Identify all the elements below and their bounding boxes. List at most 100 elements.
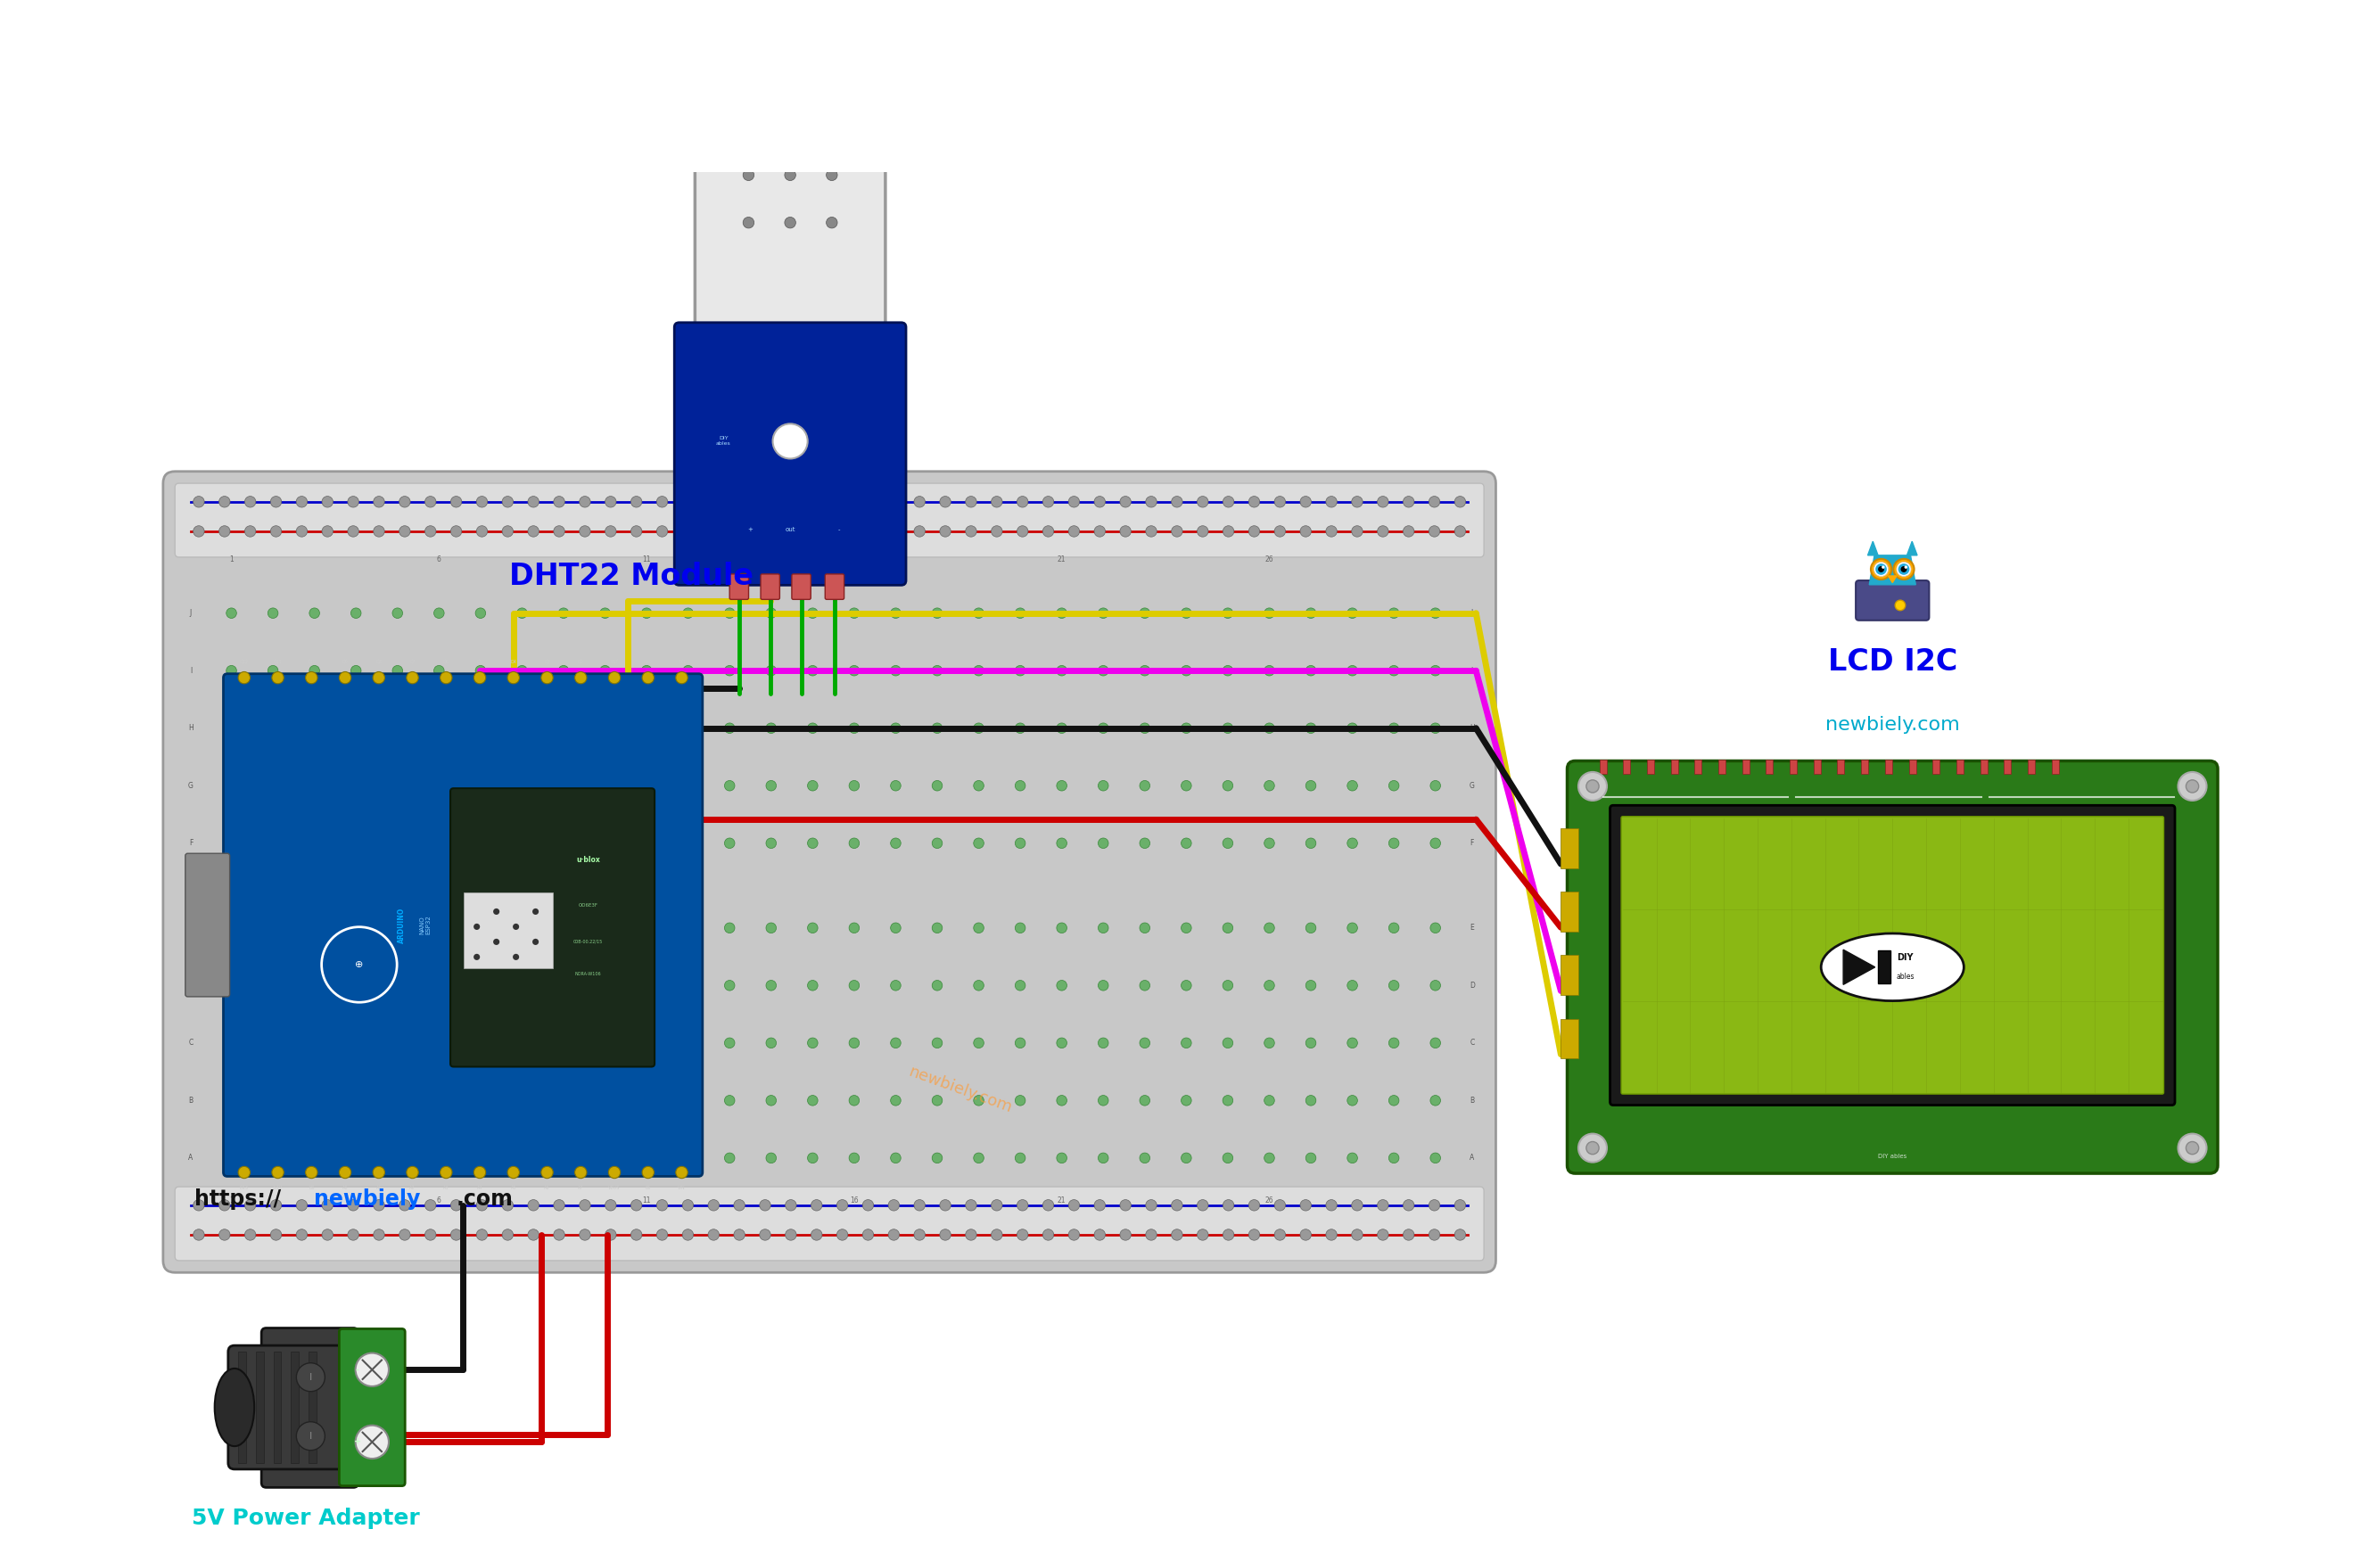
Circle shape	[219, 1200, 231, 1211]
Circle shape	[973, 608, 983, 619]
Circle shape	[1307, 665, 1316, 676]
Circle shape	[862, 1200, 873, 1211]
Circle shape	[657, 1200, 669, 1211]
Circle shape	[643, 781, 652, 790]
Circle shape	[605, 497, 616, 508]
Circle shape	[850, 781, 859, 790]
Circle shape	[271, 497, 281, 508]
Circle shape	[400, 1229, 409, 1240]
Circle shape	[440, 1167, 452, 1178]
Circle shape	[1307, 1153, 1316, 1164]
Circle shape	[1388, 839, 1399, 848]
Circle shape	[1250, 1200, 1259, 1211]
FancyBboxPatch shape	[1623, 759, 1630, 773]
Circle shape	[600, 608, 609, 619]
Circle shape	[245, 526, 255, 537]
Circle shape	[309, 1153, 319, 1164]
Circle shape	[862, 497, 873, 508]
Circle shape	[826, 217, 838, 228]
Text: 6: 6	[438, 556, 440, 564]
Circle shape	[426, 1229, 436, 1240]
Circle shape	[914, 1200, 926, 1211]
Circle shape	[193, 1229, 205, 1240]
Circle shape	[1307, 781, 1316, 790]
Circle shape	[426, 1200, 436, 1211]
Circle shape	[516, 1037, 528, 1048]
Circle shape	[914, 497, 926, 508]
Circle shape	[559, 1095, 569, 1106]
FancyBboxPatch shape	[1647, 759, 1654, 773]
Circle shape	[1388, 1037, 1399, 1048]
FancyBboxPatch shape	[731, 575, 750, 600]
Circle shape	[226, 1153, 236, 1164]
Circle shape	[785, 169, 795, 181]
Circle shape	[785, 217, 795, 228]
Circle shape	[1404, 526, 1414, 537]
Circle shape	[350, 923, 362, 933]
Circle shape	[528, 497, 538, 508]
Circle shape	[683, 781, 693, 790]
Circle shape	[1388, 608, 1399, 619]
Circle shape	[724, 1037, 735, 1048]
Circle shape	[807, 981, 819, 990]
Circle shape	[1347, 1153, 1357, 1164]
Circle shape	[1430, 981, 1440, 990]
Circle shape	[219, 526, 231, 537]
Circle shape	[1454, 526, 1466, 537]
Circle shape	[759, 1229, 771, 1240]
Text: NORA-W106: NORA-W106	[576, 972, 602, 976]
Circle shape	[1264, 723, 1273, 733]
Circle shape	[683, 497, 693, 508]
Circle shape	[269, 781, 278, 790]
Circle shape	[676, 672, 688, 684]
Circle shape	[1388, 1153, 1399, 1164]
Text: newbiely.com: newbiely.com	[907, 1064, 1014, 1115]
Circle shape	[1454, 1200, 1466, 1211]
Circle shape	[643, 723, 652, 733]
FancyBboxPatch shape	[1742, 759, 1749, 773]
Text: OO6E3F: OO6E3F	[578, 903, 597, 908]
Circle shape	[1016, 1037, 1026, 1048]
Circle shape	[850, 1153, 859, 1164]
Circle shape	[643, 1095, 652, 1106]
Circle shape	[1140, 1153, 1150, 1164]
Text: E: E	[1471, 923, 1473, 933]
Circle shape	[1180, 1037, 1192, 1048]
Circle shape	[528, 1229, 538, 1240]
Circle shape	[493, 909, 500, 915]
Circle shape	[476, 723, 486, 733]
FancyBboxPatch shape	[2028, 759, 2035, 773]
Circle shape	[1454, 497, 1466, 508]
Circle shape	[350, 1153, 362, 1164]
Circle shape	[271, 1229, 281, 1240]
FancyBboxPatch shape	[238, 1351, 248, 1464]
Circle shape	[600, 665, 609, 676]
Text: VIN: VIN	[678, 1186, 685, 1190]
Circle shape	[1454, 1229, 1466, 1240]
Text: I: I	[309, 1432, 312, 1440]
Circle shape	[1145, 1229, 1157, 1240]
Circle shape	[1388, 981, 1399, 990]
Circle shape	[724, 981, 735, 990]
Circle shape	[862, 526, 873, 537]
Circle shape	[643, 608, 652, 619]
Circle shape	[1223, 1095, 1233, 1106]
FancyBboxPatch shape	[176, 1187, 1483, 1261]
Polygon shape	[1868, 542, 1878, 556]
Circle shape	[862, 1229, 873, 1240]
Circle shape	[966, 1229, 976, 1240]
Text: G: G	[1468, 781, 1476, 790]
Circle shape	[1299, 1229, 1311, 1240]
Circle shape	[476, 923, 486, 933]
Circle shape	[1223, 1153, 1233, 1164]
FancyBboxPatch shape	[164, 472, 1495, 1273]
Circle shape	[600, 723, 609, 733]
Polygon shape	[1842, 950, 1875, 984]
Circle shape	[683, 923, 693, 933]
Circle shape	[766, 665, 776, 676]
FancyBboxPatch shape	[762, 575, 781, 600]
FancyBboxPatch shape	[1599, 759, 1607, 773]
Circle shape	[1428, 1200, 1440, 1211]
Circle shape	[973, 1037, 983, 1048]
Circle shape	[631, 497, 643, 508]
